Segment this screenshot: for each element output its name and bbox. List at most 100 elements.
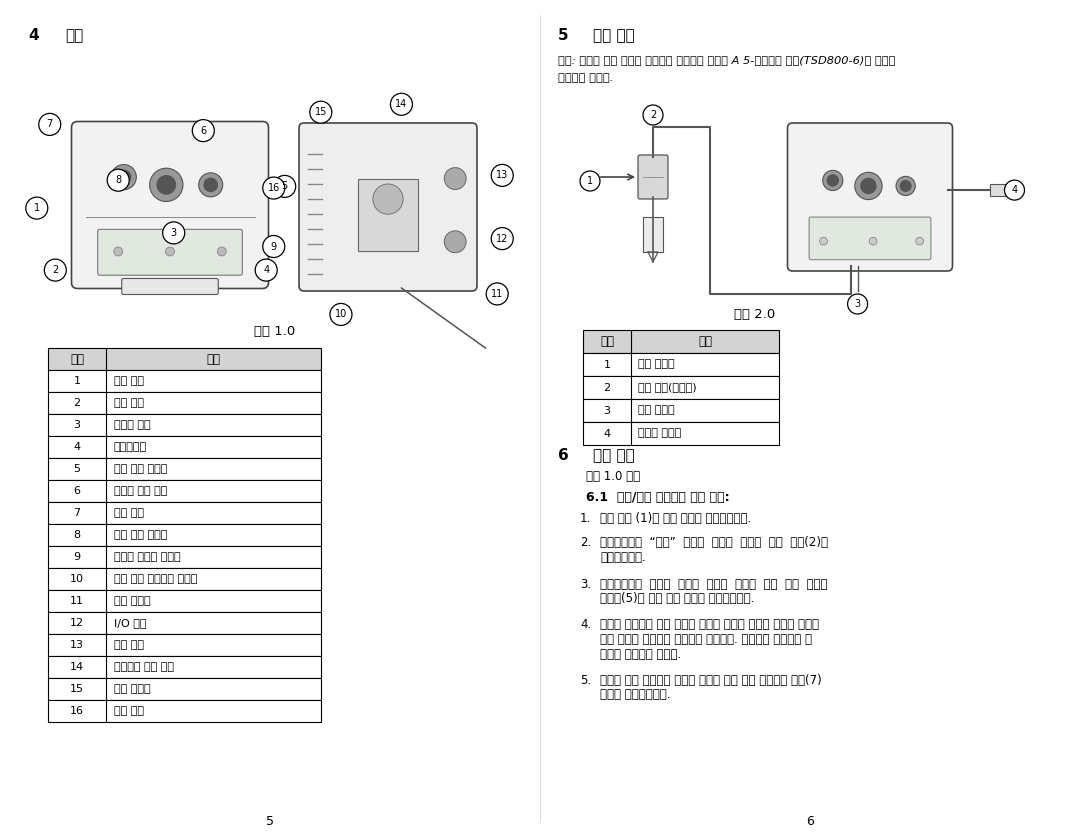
Text: 기능: 기능	[65, 28, 83, 43]
Text: 디스플레이에  “정화”  표시가  나타날  때까지  모드  버튼(2)을: 디스플레이에 “정화” 표시가 나타날 때까지 모드 버튼(2)을	[600, 536, 828, 550]
Text: 4: 4	[1012, 185, 1017, 195]
FancyBboxPatch shape	[122, 279, 218, 294]
Circle shape	[444, 168, 467, 189]
Text: I/O 연결: I/O 연결	[114, 618, 147, 628]
Circle shape	[373, 184, 403, 214]
Circle shape	[643, 105, 663, 125]
FancyBboxPatch shape	[809, 217, 931, 259]
Text: 1.: 1.	[580, 512, 591, 525]
Text: 15: 15	[314, 108, 327, 118]
Text: 16: 16	[268, 183, 280, 193]
Text: 9: 9	[73, 552, 81, 562]
Text: 1: 1	[604, 359, 610, 369]
Text: 설명: 설명	[206, 353, 220, 365]
Circle shape	[901, 181, 910, 191]
Text: 누러주십시오.: 누러주십시오.	[600, 551, 646, 564]
Text: 코드 잠금: 코드 잠금	[114, 706, 144, 716]
Text: 4: 4	[28, 28, 39, 43]
Text: 4: 4	[264, 265, 269, 275]
Circle shape	[113, 247, 123, 256]
Text: 7: 7	[73, 508, 81, 518]
Text: 디스플레이: 디스플레이	[114, 442, 147, 452]
Text: 전원 버튼: 전원 버튼	[114, 376, 144, 386]
FancyBboxPatch shape	[97, 229, 242, 275]
FancyBboxPatch shape	[71, 122, 269, 289]
Circle shape	[39, 113, 60, 135]
Text: 2: 2	[52, 265, 58, 275]
Circle shape	[217, 247, 226, 256]
Text: 6: 6	[806, 815, 814, 828]
Text: 3: 3	[171, 228, 177, 238]
Text: 배럴을 채우거나 미리 포장된 접착성 물질을 사용한 뒤에는 리시버: 배럴을 채우거나 미리 포장된 접착성 물질을 사용한 뒤에는 리시버	[600, 619, 819, 631]
Bar	[583, 399, 779, 422]
Text: 설정 지침: 설정 지침	[593, 448, 635, 463]
Text: 11: 11	[491, 289, 503, 299]
Bar	[48, 700, 321, 722]
Circle shape	[165, 247, 175, 256]
Text: 공기 필터(불포함): 공기 필터(불포함)	[638, 383, 697, 393]
Bar	[48, 524, 321, 546]
Circle shape	[117, 170, 131, 184]
Text: 6: 6	[558, 448, 569, 463]
Text: 4.: 4.	[580, 619, 591, 631]
Bar	[583, 422, 779, 445]
Text: 6: 6	[73, 486, 81, 496]
Text: 3.: 3.	[580, 577, 591, 590]
Text: 헤드 부분에 세철기를 부착하여 주십시오. 세철기가 제자리에 꼭: 헤드 부분에 세철기를 부착하여 주십시오. 세철기가 제자리에 꼭	[600, 633, 812, 646]
Circle shape	[823, 170, 842, 190]
Text: 7: 7	[46, 119, 53, 129]
Circle shape	[26, 197, 48, 219]
Text: 13: 13	[70, 640, 84, 650]
Text: 3: 3	[854, 299, 861, 309]
Text: 전원 버튼 (1)을 눠러 장치를 가동시킵니다.: 전원 버튼 (1)을 눠러 장치를 가동시킵니다.	[600, 512, 752, 525]
Circle shape	[262, 235, 285, 258]
Circle shape	[491, 228, 513, 249]
Bar	[48, 502, 321, 524]
Text: 배출 포트: 배출 포트	[114, 640, 144, 650]
Bar	[643, 217, 663, 252]
Bar	[48, 348, 321, 370]
Circle shape	[896, 176, 915, 195]
Circle shape	[491, 164, 513, 187]
Circle shape	[44, 259, 66, 281]
Text: 페달식 스위치 콘센트: 페달식 스위치 콘센트	[114, 552, 180, 562]
Text: 항목: 항목	[600, 335, 615, 348]
Text: 2: 2	[73, 398, 81, 408]
Text: 3: 3	[73, 420, 81, 430]
Text: 공기 흥입구: 공기 흥입구	[638, 359, 675, 369]
Text: 설정 제어 손잡이: 설정 제어 손잡이	[114, 530, 167, 540]
Circle shape	[310, 101, 332, 123]
Text: 한쪽에 연결하십시오.: 한쪽에 연결하십시오.	[600, 689, 671, 701]
Text: 6: 6	[200, 126, 206, 136]
Circle shape	[111, 164, 136, 189]
Text: 12: 12	[496, 234, 509, 244]
Bar	[48, 546, 321, 568]
Circle shape	[262, 177, 285, 199]
Circle shape	[255, 259, 278, 281]
Bar	[989, 184, 1005, 196]
Text: 맞도록 부착해야 합니다.: 맞도록 부착해야 합니다.	[600, 647, 681, 661]
Circle shape	[192, 119, 214, 142]
Text: 5: 5	[558, 28, 569, 43]
Text: 14: 14	[395, 99, 407, 109]
Text: 디스플레이에  원하는  압력이  표시될  때까지  공기  압력  제어기: 디스플레이에 원하는 압력이 표시될 때까지 공기 압력 제어기	[600, 577, 827, 590]
Text: 항목: 항목	[70, 353, 84, 365]
Bar	[48, 414, 321, 436]
Text: 진공 제어: 진공 제어	[114, 508, 144, 518]
Text: 1: 1	[33, 203, 40, 214]
Text: 정화된 공기 출구: 정화된 공기 출구	[114, 486, 167, 496]
Circle shape	[1004, 180, 1025, 200]
Text: 리시버 헤드 어셈블리 부분의 플러그 끝을 에어 디스펜스 출구(7): 리시버 헤드 어셈블리 부분의 플러그 끝을 에어 디스펜스 출구(7)	[600, 674, 822, 687]
Circle shape	[916, 238, 923, 245]
Text: 스위치(5)를 돌려 공기 압력을 높여주십시오.: 스위치(5)를 돌려 공기 압력을 높여주십시오.	[600, 592, 754, 605]
Circle shape	[580, 171, 600, 191]
Bar	[357, 178, 418, 251]
Text: 공기 주입구: 공기 주입구	[114, 684, 150, 694]
FancyBboxPatch shape	[787, 123, 953, 271]
Text: 10: 10	[335, 309, 347, 319]
Circle shape	[820, 238, 827, 245]
Circle shape	[330, 304, 352, 325]
Bar	[48, 590, 321, 612]
Bar	[48, 634, 321, 656]
Circle shape	[204, 178, 217, 192]
